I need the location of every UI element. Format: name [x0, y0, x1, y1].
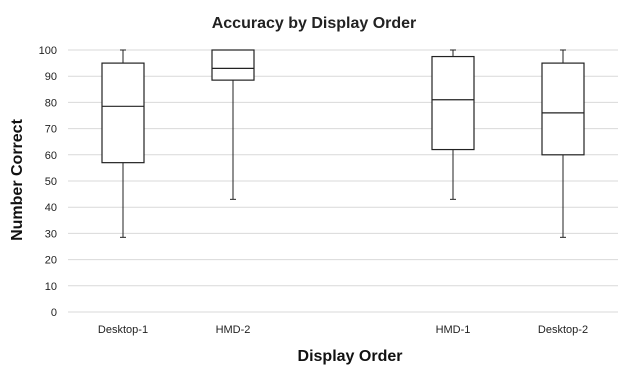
- iqr-box: [541, 62, 585, 156]
- box-hmd-2: [211, 49, 255, 200]
- y-tick-label: 90: [45, 71, 57, 83]
- x-tick-label: HMD-2: [216, 324, 251, 336]
- y-tick-labels: 0 10 20 30 40 50 60 70 80 90 100: [39, 45, 57, 319]
- x-tick-labels: Desktop-1 HMD-2 HMD-1 Desktop-2: [98, 324, 588, 336]
- iqr-box: [431, 55, 475, 151]
- box-desktop-2: [541, 49, 585, 238]
- y-tick-label: 30: [45, 228, 57, 240]
- x-tick-label: HMD-1: [436, 324, 471, 336]
- y-tick-label: 100: [39, 45, 57, 57]
- x-tick-label: Desktop-1: [98, 324, 148, 336]
- y-tick-label: 80: [45, 97, 57, 109]
- x-tick-label: Desktop-2: [538, 324, 588, 336]
- y-tick-label: 60: [45, 150, 57, 162]
- y-tick-label: 70: [45, 124, 57, 136]
- x-axis-title: Display Order: [298, 348, 403, 365]
- y-axis-title: Number Correct: [9, 118, 26, 240]
- y-tick-label: 10: [45, 281, 57, 293]
- gridlines: [68, 49, 618, 313]
- y-tick-label: 40: [45, 202, 57, 214]
- y-tick-label: 50: [45, 176, 57, 188]
- y-tick-label: 20: [45, 255, 57, 267]
- y-tick-label: 0: [51, 307, 57, 319]
- iqr-box: [101, 62, 145, 164]
- boxes: [101, 49, 585, 238]
- chart-title: Accuracy by Display Order: [212, 15, 417, 32]
- box-hmd-1: [431, 49, 475, 200]
- iqr-box: [211, 49, 255, 81]
- box-desktop-1: [101, 49, 145, 238]
